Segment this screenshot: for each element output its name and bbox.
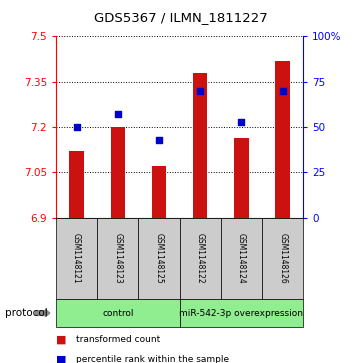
Point [280,88,286,94]
Bar [69,151,84,218]
Text: percentile rank within the sample: percentile rank within the sample [76,355,229,363]
Text: GSM1148124: GSM1148124 [237,233,246,284]
Text: GSM1148122: GSM1148122 [196,233,205,284]
Bar [193,73,208,218]
Text: GSM1148125: GSM1148125 [155,233,164,284]
Point [115,111,121,117]
Point [197,88,203,94]
Text: GDS5367 / ILMN_1811227: GDS5367 / ILMN_1811227 [93,11,268,24]
Bar [152,166,166,218]
Text: GSM1148121: GSM1148121 [72,233,81,284]
Text: protocol: protocol [5,308,48,318]
Text: GSM1148123: GSM1148123 [113,233,122,284]
Point [239,119,244,125]
Bar [234,138,249,218]
Text: ■: ■ [56,354,66,363]
Point [156,137,162,143]
Text: miR-542-3p overexpression: miR-542-3p overexpression [179,309,303,318]
Bar [110,127,125,218]
Text: GSM1148126: GSM1148126 [278,233,287,284]
Text: ■: ■ [56,334,66,344]
Text: control: control [102,309,134,318]
Point [74,124,79,130]
Bar [275,61,290,218]
Text: transformed count: transformed count [76,335,160,344]
